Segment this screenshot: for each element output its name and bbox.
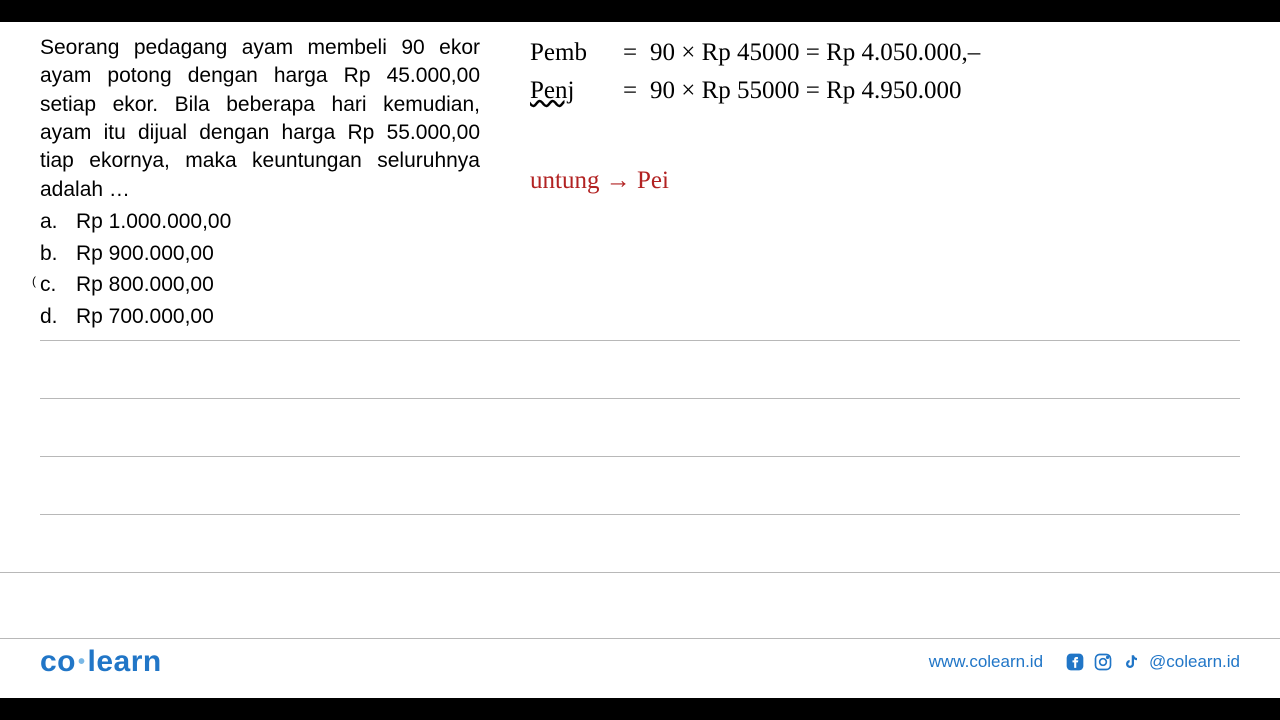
content-area: Seorang pedagang ayam membeli 90 ekor ay… — [0, 22, 1280, 642]
hw-equals: = — [610, 72, 650, 110]
social-icons: @colearn.id — [1065, 652, 1240, 672]
question-text: Seorang pedagang ayam membeli 90 ekor ay… — [40, 34, 480, 204]
hw-label: Penj — [530, 72, 610, 110]
hw-expression: 90 × Rp 55000 = Rp 4.950.000 — [650, 72, 962, 110]
option-c: c. Rp 800.000,00 — [40, 269, 480, 301]
option-d: d. Rp 700.000,00 — [40, 301, 480, 333]
logo-text-co: co — [40, 645, 76, 678]
stray-mark: ( — [32, 274, 36, 288]
letterbox-bottom — [0, 698, 1280, 720]
handwriting-row-2: Penj = 90 × Rp 55000 = Rp 4.950.000 — [530, 72, 1240, 110]
option-label: a. — [40, 206, 62, 238]
handwriting-untung: untung → Pei — [530, 167, 1240, 195]
hw-label: Pemb — [530, 34, 610, 72]
logo-text-learn: learn — [88, 645, 162, 678]
footer-right: www.colearn.id @colearn.id — [929, 652, 1240, 672]
answer-options: a. Rp 1.000.000,00 b. Rp 900.000,00 c. R… — [40, 206, 480, 332]
option-b: b. Rp 900.000,00 — [40, 238, 480, 270]
option-label: c. — [40, 269, 62, 301]
website-url: www.colearn.id — [929, 652, 1043, 672]
option-value: Rp 900.000,00 — [76, 238, 214, 270]
question-column: Seorang pedagang ayam membeli 90 ekor ay… — [40, 34, 480, 642]
handwriting-block: Pemb = 90 × Rp 45000 = Rp 4.050.000,– Pe… — [530, 34, 1240, 109]
brand-logo: co•learn — [40, 645, 162, 679]
instagram-icon — [1093, 652, 1113, 672]
option-value: Rp 800.000,00 — [76, 269, 214, 301]
footer: co•learn www.colearn.id @colearn.id — [0, 638, 1280, 698]
letterbox-top — [0, 0, 1280, 22]
hw-expression: 90 × Rp 45000 = Rp 4.050.000,– — [650, 34, 980, 72]
option-value: Rp 1.000.000,00 — [76, 206, 231, 238]
option-a: a. Rp 1.000.000,00 — [40, 206, 480, 238]
handwriting-row-1: Pemb = 90 × Rp 45000 = Rp 4.050.000,– — [530, 34, 1240, 72]
hw-equals: = — [610, 34, 650, 72]
work-column: Pemb = 90 × Rp 45000 = Rp 4.050.000,– Pe… — [480, 34, 1240, 642]
social-handle: @colearn.id — [1149, 652, 1240, 672]
option-label: d. — [40, 301, 62, 333]
option-label: b. — [40, 238, 62, 270]
facebook-icon — [1065, 652, 1085, 672]
option-value: Rp 700.000,00 — [76, 301, 214, 333]
tiktok-icon — [1121, 652, 1141, 672]
logo-dot-icon: • — [78, 651, 86, 673]
